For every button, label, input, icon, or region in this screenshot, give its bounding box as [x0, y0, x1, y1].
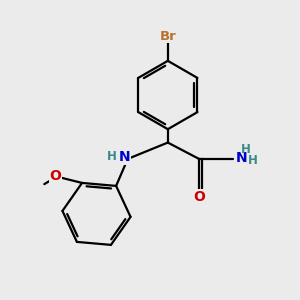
Text: O: O	[50, 169, 61, 183]
Text: N: N	[235, 151, 247, 165]
Text: H: H	[248, 154, 257, 167]
Text: H: H	[241, 143, 250, 156]
Text: H: H	[107, 150, 117, 163]
Text: O: O	[193, 190, 205, 204]
Text: N: N	[118, 150, 130, 164]
Text: Br: Br	[160, 30, 176, 43]
